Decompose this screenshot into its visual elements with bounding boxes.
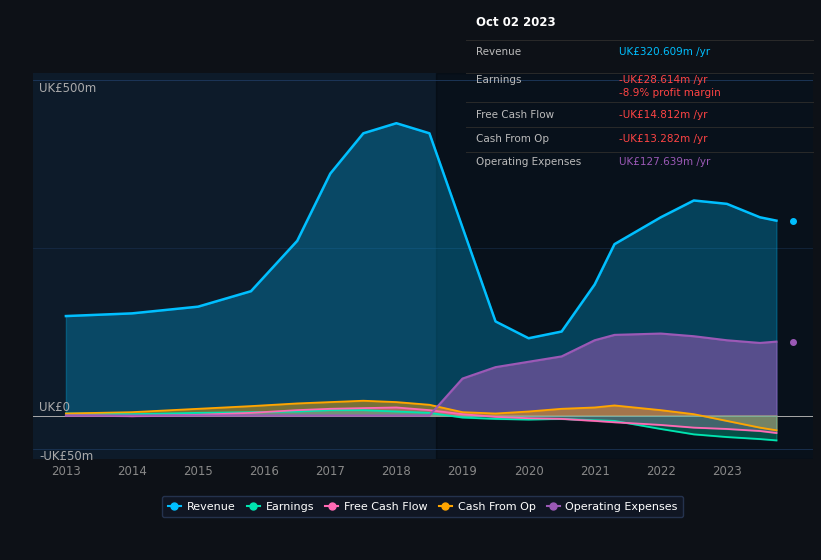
Text: Free Cash Flow: Free Cash Flow [476, 110, 554, 119]
Text: -UK£50m: -UK£50m [39, 450, 94, 464]
Text: -UK£13.282m /yr: -UK£13.282m /yr [619, 134, 708, 144]
Legend: Revenue, Earnings, Free Cash Flow, Cash From Op, Operating Expenses: Revenue, Earnings, Free Cash Flow, Cash … [163, 496, 683, 517]
Text: Operating Expenses: Operating Expenses [476, 157, 581, 167]
Text: Earnings: Earnings [476, 75, 521, 85]
Text: -UK£14.812m /yr: -UK£14.812m /yr [619, 110, 708, 119]
Bar [436, 73, 821, 459]
Text: -UK£28.614m /yr: -UK£28.614m /yr [619, 75, 708, 85]
Text: Revenue: Revenue [476, 47, 521, 57]
Text: UK£0: UK£0 [39, 400, 71, 413]
Text: UK£500m: UK£500m [39, 82, 97, 95]
Text: UK£320.609m /yr: UK£320.609m /yr [619, 47, 710, 57]
Text: Cash From Op: Cash From Op [476, 134, 549, 144]
Text: Oct 02 2023: Oct 02 2023 [476, 16, 556, 29]
Text: UK£127.639m /yr: UK£127.639m /yr [619, 157, 710, 167]
Text: -8.9% profit margin: -8.9% profit margin [619, 88, 721, 98]
